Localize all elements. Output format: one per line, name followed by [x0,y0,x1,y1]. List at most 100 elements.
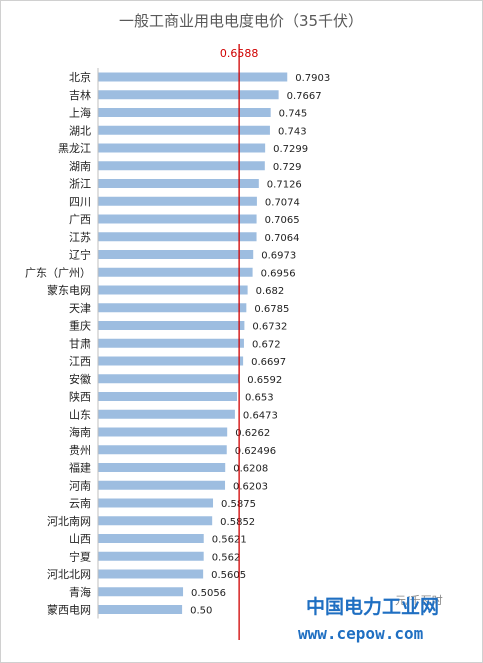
category-label: 山西 [69,533,91,546]
bar [98,303,247,313]
category-label: 河北北网 [47,568,91,581]
bar [98,480,226,490]
value-label: 0.6203 [233,481,268,492]
value-label: 0.7126 [267,180,302,191]
bar [98,90,279,100]
bar [98,321,245,330]
bar [98,587,184,597]
bar [98,551,204,561]
value-label: 0.672 [252,339,281,350]
value-label: 0.562 [212,552,241,563]
category-label: 海南 [69,425,91,439]
category-label: 广西 [69,213,91,226]
bar [98,161,265,171]
category-label: 重庆 [69,319,91,333]
value-label: 0.7667 [287,91,322,102]
category-label: 宁夏 [69,549,91,563]
bar [98,72,288,82]
category-label: 黑龙江 [58,142,91,155]
category-label: 广东（广州） [25,266,91,279]
value-label: 0.50 [190,606,212,617]
category-label: 云南 [69,497,91,510]
value-label: 0.7064 [265,233,300,244]
value-label: 0.7074 [265,197,300,208]
value-label: 0.5852 [220,517,255,528]
value-label: 0.5621 [212,535,247,546]
category-label: 山东 [69,408,91,421]
value-label: 0.5605 [211,570,246,581]
category-label: 天津 [69,302,91,315]
value-label: 0.745 [279,109,308,120]
bar [98,463,226,472]
bar [98,392,237,401]
category-label: 甘肃 [69,337,91,350]
bar [98,534,204,543]
reference-line-group: 0.6588 [220,44,259,640]
bar [98,285,248,295]
value-label: 0.6956 [261,268,296,279]
bar [98,143,266,153]
value-label: 0.6262 [235,428,270,439]
bar [98,108,271,117]
category-label: 安徽 [69,372,91,386]
bar [98,250,254,259]
category-label: 湖北 [69,124,91,137]
bar [98,374,240,384]
category-label: 河北南网 [47,515,91,528]
value-label: 0.6697 [251,357,286,368]
bar [98,605,183,614]
bar [98,569,204,579]
bar [98,498,214,508]
value-label: 0.62496 [235,446,276,457]
value-label: 0.7299 [273,144,308,155]
category-label: 上海 [69,106,91,120]
category-label: 吉林 [69,88,91,102]
category-label: 蒙东电网 [47,284,91,297]
bar [98,179,259,188]
value-label: 0.6592 [247,375,282,386]
bar [98,356,244,366]
value-label: 0.743 [278,126,307,137]
category-label: 江西 [69,355,91,368]
category-label: 湖南 [69,160,91,173]
category-label: 福建 [69,461,91,475]
category-label: 青海 [69,585,91,599]
bar [98,214,257,224]
bar [98,232,257,242]
value-label: 0.6732 [252,322,287,333]
value-label: 0.682 [256,286,285,297]
value-label: 0.653 [245,393,274,404]
category-label: 辽宁 [69,248,91,262]
category-label: 江苏 [69,231,91,244]
watermark-name: 中国电力工业网 [306,595,439,618]
watermark-url: www.cepow.com [298,624,424,643]
category-label: 蒙西电网 [47,604,91,617]
bar [98,196,257,206]
bar [98,427,228,437]
value-label: 0.6208 [233,464,268,475]
chart-title: 一般工商业用电电度电价（35千伏） [119,12,363,30]
bar [98,338,244,348]
value-label: 0.6785 [254,304,289,315]
reference-line-label: 0.6588 [220,47,259,60]
value-label: 0.6473 [243,410,278,421]
bar [98,125,270,135]
value-label: 0.7903 [295,73,330,84]
bars-layer: 北京 0.7903 吉林 0.7667 上海 0.745 湖北 0.743 黑龙江 0.7299 湖… [25,68,330,619]
bar [98,445,227,455]
watermark-unit: 元/千瓦时 [395,594,443,607]
category-label: 河南 [69,479,91,492]
bar [98,409,235,419]
category-label: 浙江 [69,178,91,191]
value-label: 0.729 [273,162,302,173]
category-label: 北京 [69,70,91,84]
value-label: 0.5056 [191,588,226,599]
category-label: 四川 [69,195,91,208]
value-label: 0.7065 [265,215,300,226]
watermark: 元/千瓦时 中国电力工业网 www.cepow.com [298,594,443,643]
category-label: 贵州 [69,444,91,457]
value-label: 0.6973 [261,251,296,262]
bar [98,516,213,526]
